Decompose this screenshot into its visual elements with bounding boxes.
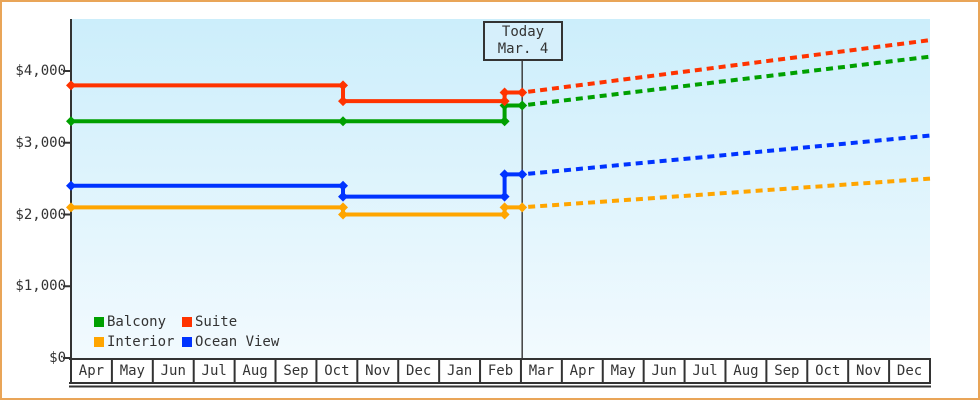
y-tick-label: $4,000 — [15, 63, 66, 79]
month-cell: May — [610, 363, 636, 379]
month-cell: Jun — [651, 363, 677, 379]
legend-label: Suite — [195, 314, 238, 330]
month-cell: Dec — [896, 363, 923, 379]
month-cell: Feb — [487, 363, 514, 379]
legend-item-ocean-view: Ocean View — [182, 332, 279, 352]
month-cell: Oct — [815, 363, 841, 379]
y-tick-label: $0 — [49, 350, 66, 366]
legend-swatch-balcony — [94, 317, 104, 327]
month-cell: Nov — [365, 363, 391, 379]
chart-legend: Balcony Suite Interior Ocean View — [94, 312, 279, 352]
month-cell: Jun — [160, 363, 186, 379]
legend-label: Ocean View — [195, 334, 280, 350]
month-cell: Sep — [283, 363, 309, 379]
legend-swatch-suite — [182, 317, 192, 327]
month-cell: Nov — [856, 363, 882, 379]
y-tick-label: $2,000 — [15, 206, 66, 223]
month-cell: Mar — [528, 363, 555, 379]
month-cell: Apr — [78, 363, 105, 379]
month-cell: Apr — [569, 363, 595, 379]
legend-item-interior: Interior — [94, 332, 182, 352]
y-tick-label: $1,000 — [15, 278, 66, 295]
legend-item-suite: Suite — [182, 312, 279, 332]
month-cell: Sep — [774, 363, 800, 379]
today-date: Mar. 4 — [497, 41, 549, 57]
legend-label: Interior — [107, 334, 175, 350]
today-annotation-box: Today Mar. 4 — [483, 21, 563, 61]
legend-item-balcony: Balcony — [94, 312, 182, 332]
month-cell: Jul — [201, 363, 227, 379]
month-cell: May — [119, 363, 145, 379]
legend-swatch-interior — [94, 337, 104, 347]
month-cell: Oct — [324, 363, 350, 379]
x-axis-month-strip: Apr May Jun Jul Aug Sep Oct Nov Dec Jan Feb Mar Apr M… — [71, 360, 930, 383]
month-cell: Aug — [242, 363, 268, 379]
month-cell: Aug — [733, 363, 759, 379]
month-cell: Jan — [446, 363, 473, 379]
y-tick-label: $3,000 — [15, 134, 66, 151]
month-cell: Dec — [406, 363, 432, 379]
today-label: Today — [501, 24, 545, 40]
legend-label: Balcony — [107, 314, 167, 330]
month-cell: Jul — [692, 363, 718, 379]
legend-swatch-ocean-view — [182, 337, 192, 347]
